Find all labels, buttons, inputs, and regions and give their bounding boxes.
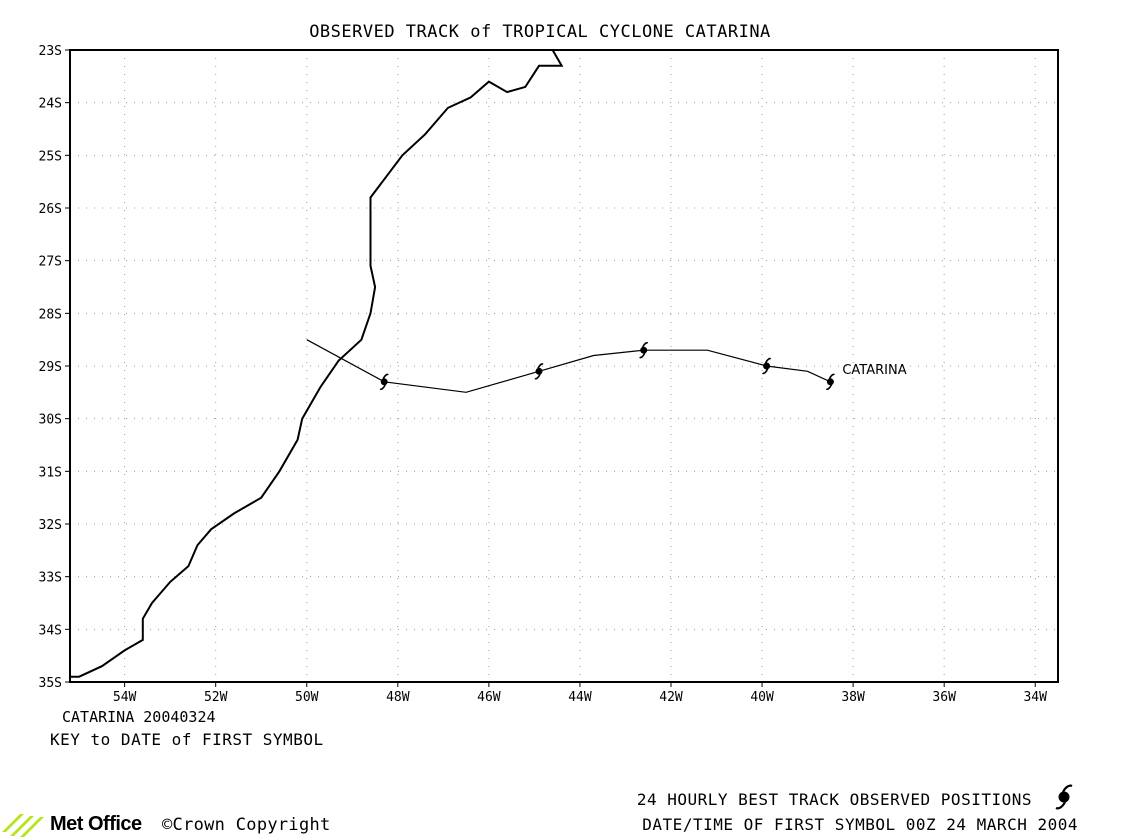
longitude-label: 52W bbox=[204, 690, 228, 705]
latitude-label: 29S bbox=[39, 360, 62, 375]
longitude-label: 46W bbox=[477, 690, 501, 705]
cyclone-position-icon bbox=[534, 363, 544, 380]
longitude-label: 44W bbox=[568, 690, 592, 705]
cyclone-legend-icon bbox=[1055, 784, 1073, 810]
met-office-logo: Met Office bbox=[0, 808, 142, 840]
logo-text: Met Office bbox=[50, 812, 142, 835]
coastline bbox=[70, 49, 564, 678]
longitude-label: 48W bbox=[386, 690, 410, 705]
latitude-label: 25S bbox=[39, 149, 62, 164]
latitude-label: 32S bbox=[39, 518, 62, 533]
cyclone-position-icon bbox=[762, 357, 772, 375]
cyclone-position-icon bbox=[825, 373, 835, 390]
latitude-label: 24S bbox=[39, 97, 62, 112]
met-office-logo-icon bbox=[2, 814, 44, 837]
cyclone-track bbox=[306, 339, 831, 393]
latitude-label: 31S bbox=[39, 465, 62, 480]
longitude-label: 34W bbox=[1023, 690, 1047, 705]
longitude-label: 36W bbox=[932, 690, 956, 705]
cyclone-position-icon bbox=[379, 373, 389, 390]
map-title: OBSERVED TRACK of TROPICAL CYCLONE CATAR… bbox=[309, 22, 771, 42]
storm-name-label: CATARINA bbox=[842, 363, 906, 378]
longitude-label: 42W bbox=[659, 690, 683, 705]
latitude-label: 35S bbox=[39, 676, 62, 691]
cyclone-position-icon bbox=[639, 342, 649, 359]
latitude-label: 27S bbox=[39, 255, 62, 270]
map-frame bbox=[69, 49, 1059, 683]
latitude-label: 28S bbox=[39, 307, 62, 322]
key-storm-date: CATARINA 20040324 bbox=[62, 708, 216, 726]
footer-positions-note: 24 HOURLY BEST TRACK OBSERVED POSITIONS bbox=[636, 790, 1032, 809]
latitude-label: 26S bbox=[39, 202, 62, 217]
longitude-label: 50W bbox=[295, 690, 319, 705]
latitude-label: 23S bbox=[39, 44, 62, 59]
latitude-label: 33S bbox=[39, 571, 62, 586]
longitude-label: 38W bbox=[841, 690, 865, 705]
footer-first-symbol-date: DATE/TIME OF FIRST SYMBOL 00Z 24 MARCH 2… bbox=[642, 815, 1078, 834]
longitude-label: 40W bbox=[750, 690, 774, 705]
latitude-label: 34S bbox=[39, 623, 62, 638]
longitude-label: 54W bbox=[113, 690, 137, 705]
copyright-notice: ©Crown Copyright bbox=[162, 815, 331, 835]
key-description: KEY to DATE of FIRST SYMBOL bbox=[50, 730, 324, 749]
latitude-label: 30S bbox=[39, 413, 62, 428]
